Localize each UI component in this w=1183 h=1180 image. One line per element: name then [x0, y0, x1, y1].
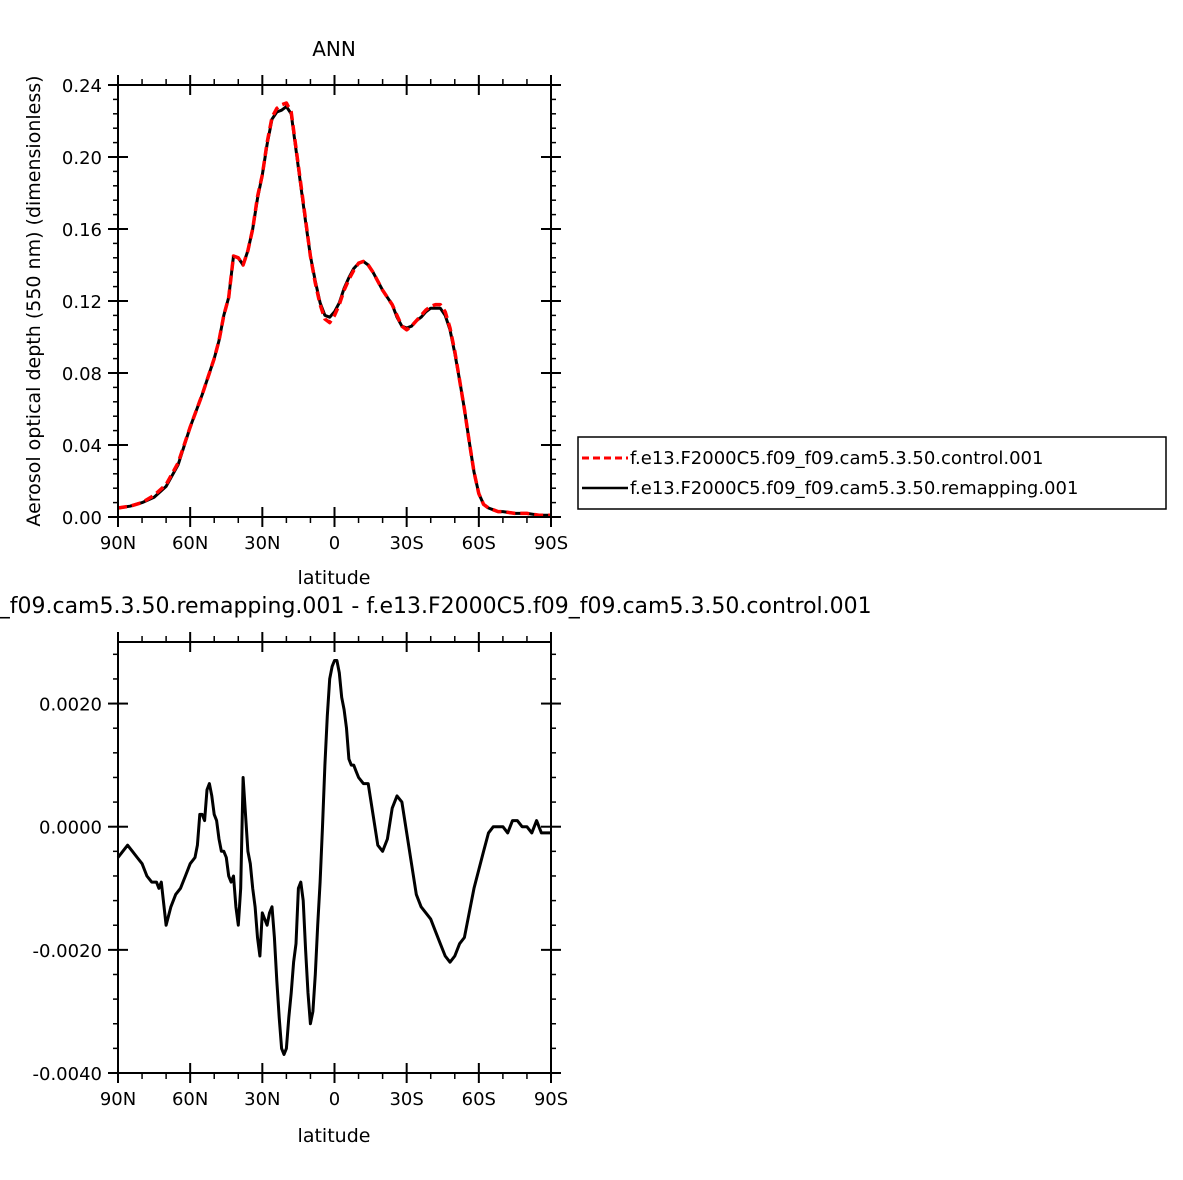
bottom-x-tick-label: 30N	[244, 1089, 280, 1110]
legend-label-remapping: f.e13.F2000C5.f09_f09.cam5.3.50.remappin…	[630, 478, 1078, 499]
top-x-axis-label: latitude	[298, 567, 371, 589]
bottom-series	[116, 659, 551, 1056]
top-y-tick-label: 0.20	[62, 148, 102, 169]
bottom-x-tick-label: 90N	[100, 1089, 136, 1110]
difference-title: f.e13.F2000C5.f09_f09.cam5.3.50.remappin…	[0, 594, 872, 619]
top-y-tick-label: 0.24	[62, 76, 102, 97]
bottom-x-tick-label: 90S	[534, 1089, 568, 1110]
top-y-axis-label: Aerosol optical depth (550 nm) (dimensio…	[23, 75, 45, 526]
top-plot-frame	[117, 84, 552, 518]
top-x-tick-label: 30N	[244, 533, 280, 554]
legend-label-control: f.e13.F2000C5.f09_f09.cam5.3.50.control.…	[630, 448, 1043, 469]
top-y-tick-label: 0.00	[62, 508, 102, 529]
difference-panel: f.e13.F2000C5.f09_f09.cam5.3.50.remappin…	[0, 594, 872, 1147]
bottom-x-tick-label: 30S	[389, 1089, 423, 1110]
top-y-tick-label: 0.08	[62, 364, 102, 385]
bottom-y-tick-label: 0.0000	[39, 818, 102, 839]
top-x-tick-label: 60N	[172, 533, 208, 554]
bottom-x-tick-label: 0	[329, 1089, 340, 1110]
top-x-tick-label: 60S	[462, 533, 496, 554]
bottom-x-tick-label: 60N	[172, 1089, 208, 1110]
top-y-tick-label: 0.16	[62, 220, 102, 241]
top-x-tick-label: 90N	[100, 533, 136, 554]
bottom-plot-frame	[117, 641, 552, 1074]
bottom-y-tick-label: -0.0040	[33, 1064, 102, 1085]
legend: f.e13.F2000C5.f09_f09.cam5.3.50.control.…	[577, 436, 1167, 510]
top-axis-ticks: 90N 60N 30N 0 30S 60S 90S 0.00 0.04 0.08 0.12 0.16 0…	[62, 75, 568, 554]
top-x-tick-label: 90S	[534, 533, 568, 554]
top-x-tick-label: 30S	[389, 533, 423, 554]
aod-panel: ANN 90N 60N 30N 0 30S 60S 90S 0.00 0.04 0.08 0.12 0…	[23, 37, 568, 589]
legend-box	[577, 436, 1167, 510]
bottom-x-tick-label: 60S	[462, 1089, 496, 1110]
top-y-tick-label: 0.04	[62, 436, 102, 457]
bottom-x-axis-label: latitude	[298, 1125, 371, 1147]
bottom-series-line-0	[116, 659, 551, 1056]
bottom-axis-ticks: 90N 60N 30N 0 30S 60S 90S -0.0040 -0.0020 0.0000 0…	[33, 632, 568, 1110]
top-x-tick-label: 0	[329, 533, 340, 554]
panel-title: ANN	[312, 37, 356, 61]
top-y-tick-label: 0.12	[62, 292, 102, 313]
bottom-y-tick-label: 0.0020	[39, 695, 102, 716]
top-series-line-0	[117, 101, 551, 517]
top-series	[117, 101, 551, 517]
bottom-y-tick-label: -0.0020	[33, 941, 102, 962]
